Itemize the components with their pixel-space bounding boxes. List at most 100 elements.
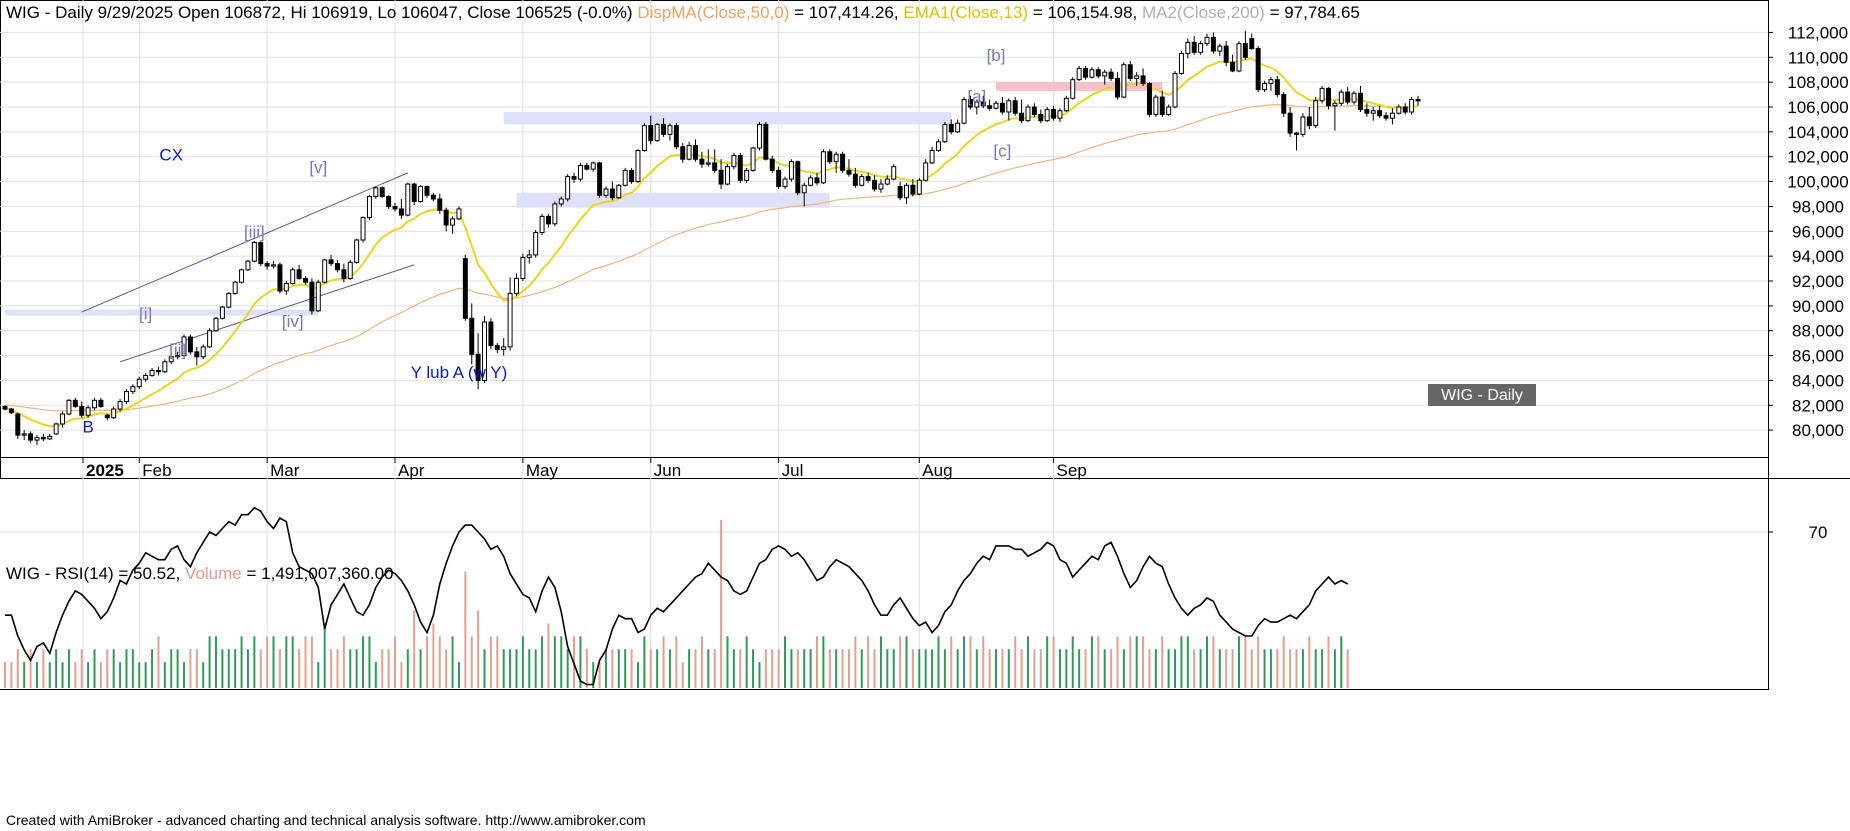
volume-bar [112, 649, 115, 688]
candle [373, 186, 379, 199]
volume-bar [1282, 636, 1285, 688]
candle-body [1153, 96, 1159, 115]
candle [53, 422, 59, 436]
candle-body [718, 169, 724, 185]
volume-bar [592, 662, 595, 688]
candle-body [948, 123, 954, 133]
candle-body [1294, 132, 1300, 135]
volume-bar [879, 636, 882, 688]
candle-body [232, 281, 238, 294]
candle [699, 151, 705, 168]
candle-body [865, 176, 871, 181]
candle [776, 166, 782, 190]
candle [750, 146, 756, 172]
candle-body [1140, 75, 1146, 84]
x-tick-label: Jul [782, 461, 804, 480]
candle-body [673, 125, 679, 148]
volume-bar [1001, 649, 1004, 688]
trendline [119, 264, 415, 363]
candle [967, 95, 973, 110]
y-tick-label: 108,000 [1787, 73, 1848, 92]
candle [846, 159, 852, 177]
volume-bar [796, 649, 799, 688]
volume-bar [630, 649, 633, 688]
ma200-line [4, 103, 1419, 412]
candle [1063, 95, 1069, 112]
volume-bar [867, 636, 870, 688]
candle-body [1057, 110, 1063, 119]
candle [1089, 67, 1095, 79]
candle-body [1236, 43, 1242, 72]
volume-bar [803, 649, 806, 688]
candle-body [635, 150, 641, 183]
candle [398, 198, 404, 219]
candle-body [1070, 79, 1076, 99]
volume-bar [1071, 636, 1074, 688]
volume-bar [688, 649, 691, 688]
candle [808, 175, 814, 187]
volume-bar [336, 649, 339, 688]
candle [303, 276, 308, 285]
candle [1159, 90, 1165, 117]
candle [1134, 72, 1140, 86]
candle [1396, 104, 1402, 115]
candle-body [1377, 110, 1383, 117]
volume-bar [387, 649, 390, 688]
candle-body [501, 346, 507, 350]
candle-body [1185, 41, 1191, 55]
volume-bar [1090, 636, 1093, 688]
volume-bar [183, 662, 186, 688]
volume-legend-value: = 1,491,007,360.00 [246, 564, 394, 583]
candle-body [1287, 112, 1293, 134]
volume-bar [246, 649, 249, 688]
volume-bar [80, 649, 83, 688]
candle-body [386, 195, 392, 207]
candle [1019, 99, 1025, 124]
candle [379, 186, 385, 198]
candle-body [1223, 45, 1229, 63]
y-tick-label: 84,000 [1792, 371, 1844, 390]
candle [999, 97, 1005, 115]
candle [974, 99, 980, 115]
volume-bar [643, 636, 646, 688]
candle-body [79, 406, 85, 416]
candle-body [1268, 79, 1274, 84]
candle [1294, 131, 1300, 151]
volume-bar [406, 649, 409, 688]
y-tick-label: 104,000 [1787, 123, 1848, 142]
candle-body [456, 208, 462, 220]
candle-body [181, 336, 187, 357]
candle-body [354, 239, 360, 263]
resistance-zone [996, 82, 1163, 91]
candle-body [897, 186, 903, 199]
volume-legend-label: Volume [185, 564, 242, 583]
candle [1108, 68, 1114, 81]
candle [1287, 107, 1293, 137]
candle-body [693, 145, 698, 160]
candle [987, 99, 993, 111]
volume-bar [394, 636, 397, 688]
volume-bar [1142, 636, 1145, 688]
candle-body [494, 345, 500, 350]
candle [309, 278, 315, 315]
volume-bar [16, 649, 19, 688]
candle-body [597, 162, 603, 196]
candle [1300, 113, 1306, 137]
candle-body [577, 164, 583, 180]
y-tick-label: 92,000 [1792, 272, 1844, 291]
candle-body [1191, 41, 1197, 53]
volume-bar [349, 649, 352, 688]
candle [629, 167, 635, 185]
candle-body [149, 369, 155, 376]
candle-body [40, 437, 46, 440]
price-pane-frame [0, 0, 1769, 479]
candle-body [334, 263, 340, 271]
candle [136, 376, 142, 390]
volume-bar [1295, 649, 1298, 688]
candle-body [303, 278, 308, 283]
volume-bar [694, 649, 697, 688]
candle-body [1083, 67, 1089, 78]
candle [117, 399, 123, 412]
candle [315, 279, 321, 313]
wave-label: [a] [967, 87, 986, 106]
